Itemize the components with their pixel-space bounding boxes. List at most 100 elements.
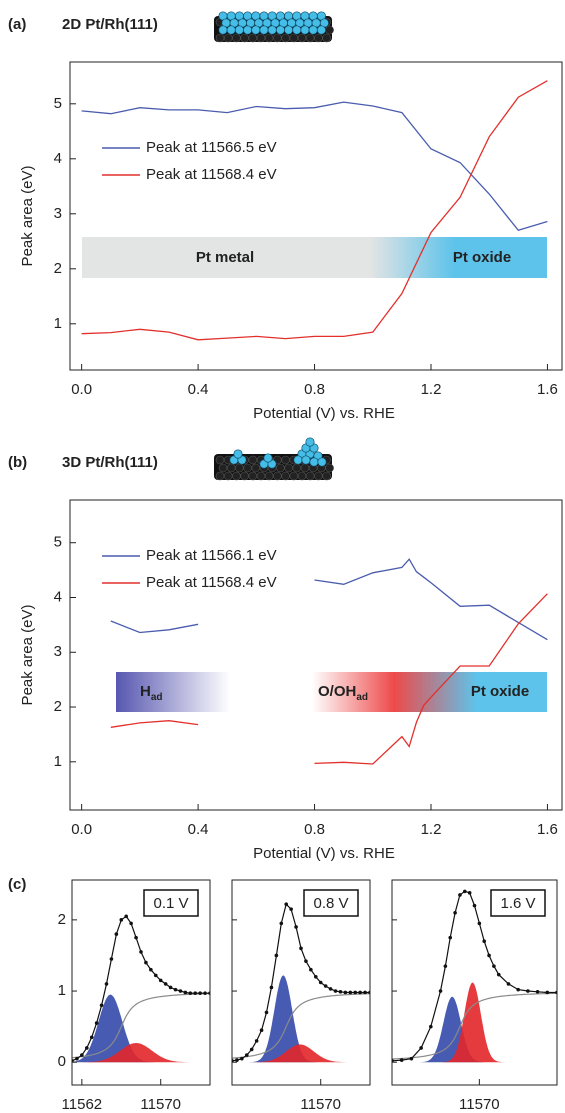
pt-atom (300, 25, 310, 35)
substrate-atom (322, 33, 331, 43)
substrate-atom (248, 33, 258, 43)
data-point (269, 985, 274, 990)
pt-atom (259, 25, 269, 35)
data-point (254, 1039, 259, 1043)
data-point (313, 975, 318, 979)
substrate-atom (264, 33, 274, 43)
pt-atom (218, 25, 228, 35)
data-point (153, 973, 158, 978)
data-point (467, 891, 472, 895)
substrate-atom (305, 471, 315, 481)
background-step (392, 992, 557, 1060)
data-point (323, 984, 328, 988)
pt-atom (234, 25, 244, 35)
substrate-atom (264, 471, 274, 481)
substrate-atom (256, 33, 266, 43)
data-point (173, 987, 178, 992)
panel-title: 3D Pt/Rh(111) (62, 454, 158, 471)
plot-frame (69, 61, 563, 371)
data-point (89, 1035, 94, 1040)
data-point (183, 990, 188, 995)
y-tick-label: 4 (54, 588, 62, 605)
region-label-subscript: ad (356, 692, 368, 703)
x-axis-label: Potential (V) vs. RHE (253, 405, 395, 422)
data-point (348, 990, 353, 995)
substrate-atom (273, 33, 282, 43)
data-point (429, 1024, 433, 1029)
pt-atom (293, 455, 303, 465)
subplot (72, 914, 210, 1063)
plot-frame (391, 879, 558, 1086)
y-tick-label: 1 (58, 982, 66, 999)
data-point (198, 991, 202, 995)
substrate-atom (226, 463, 236, 473)
data-point (487, 953, 491, 958)
data-point (149, 967, 153, 972)
data-point (84, 1046, 89, 1050)
data-point (158, 978, 163, 983)
y-tick-label: 5 (54, 95, 62, 112)
data-point (203, 991, 207, 995)
fit-peak (72, 994, 210, 1063)
data-point (399, 1058, 404, 1062)
substrate-atom (248, 455, 258, 465)
data-point (318, 980, 323, 985)
data-point (526, 989, 530, 993)
x-tick-label: 0.8 (304, 821, 325, 838)
data-point (482, 939, 487, 944)
substrate-atom (248, 471, 258, 481)
x-tick-label: 0.0 (71, 821, 92, 838)
data-point (535, 989, 540, 994)
data-point (144, 960, 148, 965)
pt-atom (308, 25, 318, 35)
data-point (304, 959, 308, 963)
data-point (472, 903, 477, 908)
legend-label: Peak at 11566.1 eV (146, 547, 277, 564)
data-point (188, 991, 193, 995)
substrate-atom (289, 471, 299, 481)
substrate-atom (240, 471, 249, 481)
fit-peak (392, 982, 557, 1063)
plot-frame (71, 879, 211, 1086)
x-tick-label: 11562 (62, 1096, 103, 1113)
x-tick-label: 0.4 (188, 821, 209, 838)
data-point (99, 1003, 104, 1008)
pt-atom (267, 25, 277, 35)
pt-atom (251, 25, 261, 35)
y-tick-label: 0 (58, 1053, 66, 1070)
substrate-atom (235, 463, 244, 473)
potential-box (143, 889, 199, 917)
substrate-atom (284, 463, 293, 473)
substrate-atom (273, 471, 282, 481)
data-point (284, 902, 289, 907)
x-tick-label: 1.6 (537, 821, 558, 838)
data-point (134, 935, 138, 940)
substrate-atom (314, 471, 323, 481)
data-point (333, 989, 338, 993)
data-point (458, 893, 462, 897)
x-tick-label: 0.8 (304, 381, 325, 398)
background-step (72, 992, 210, 1059)
data-line (72, 915, 210, 1062)
series-line (81, 80, 548, 341)
potential-label: 0.1 V (153, 895, 188, 912)
pt-atom (284, 25, 294, 35)
data-point (129, 921, 133, 926)
data-point (516, 987, 520, 992)
data-point (294, 925, 298, 929)
substrate-atom (281, 471, 290, 481)
x-tick-label: 1.6 (537, 381, 558, 398)
pt-atom (233, 449, 243, 459)
data-point (309, 967, 313, 972)
y-tick-label: 2 (54, 698, 62, 715)
substrate-atom (251, 463, 261, 473)
data-point (124, 914, 129, 919)
data-point (358, 990, 362, 995)
substrate-atom (218, 463, 228, 473)
plot-frame (69, 499, 563, 811)
substrate-atom (300, 463, 310, 473)
substrate-atom (256, 471, 266, 481)
series-line (110, 558, 548, 641)
data-point (419, 1046, 423, 1050)
y-tick-label: 4 (54, 150, 62, 167)
